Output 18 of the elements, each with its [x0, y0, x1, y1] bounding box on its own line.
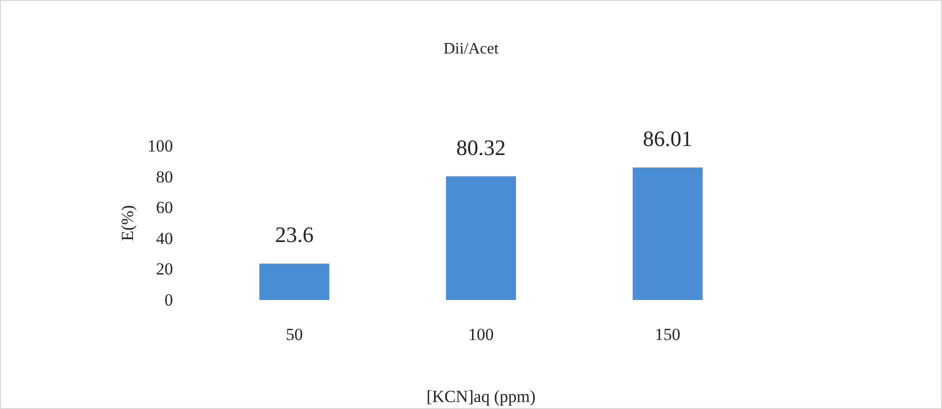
y-tick-label: 0	[164, 290, 173, 310]
y-tick-label: 20	[156, 260, 173, 279]
bar	[632, 168, 703, 300]
data-label: 86.01	[642, 126, 692, 152]
y-tick-label: 40	[156, 228, 173, 248]
y-tick-label: 100	[148, 136, 173, 156]
chart-title: Dii/Acet	[443, 40, 500, 58]
bar	[259, 264, 330, 300]
x-tick-label: 100	[468, 325, 494, 344]
x-axis-title: [KCN]aq (ppm)	[426, 387, 536, 406]
x-tick-label: 150	[654, 325, 680, 344]
data-label: 80.32	[456, 134, 506, 160]
bar	[446, 176, 516, 300]
y-axis-title: E(%)	[118, 205, 137, 241]
y-tick-label: 80	[156, 167, 173, 186]
y-tick-label: 60	[156, 198, 173, 218]
x-tick-label: 50	[286, 325, 303, 344]
data-label: 23.6	[275, 222, 314, 248]
